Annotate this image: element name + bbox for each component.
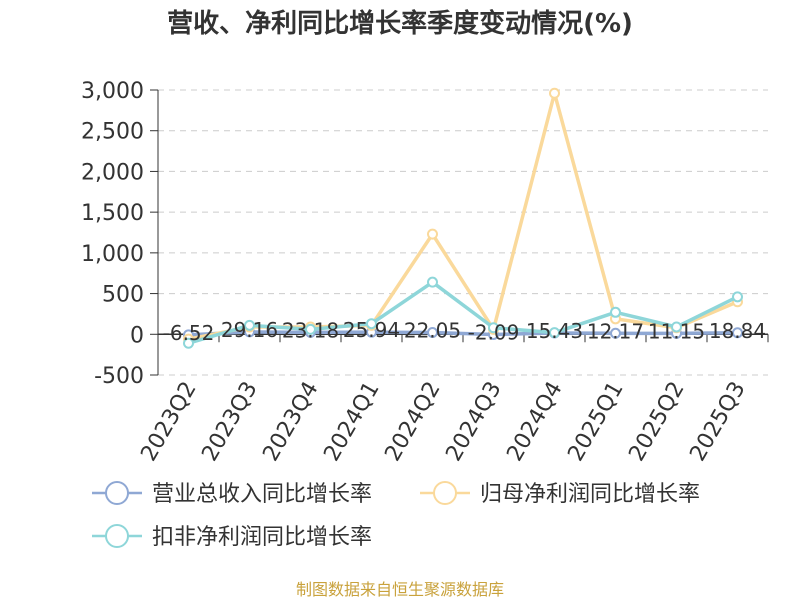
y-tick-label: 500 — [102, 283, 144, 308]
data-point — [427, 228, 438, 240]
data-point — [305, 323, 316, 335]
legend-item[interactable]: 扣非净利润同比增长率 — [92, 524, 372, 550]
x-axis: 2023Q22023Q32023Q42024Q12024Q22024Q32024… — [136, 333, 769, 466]
x-tick-label: 2024Q1 — [319, 378, 384, 466]
y-tick-label: 2,500 — [81, 120, 144, 145]
data-point — [732, 291, 743, 303]
y-tick-label: 1,000 — [81, 242, 144, 267]
data-label: 15.43 — [526, 319, 583, 343]
data-labels: -6.52 29.16 23.18 25.94 22.05 -2.09 15.43 12.17… — [163, 318, 767, 345]
x-tick-label: 2024Q2 — [380, 378, 445, 466]
series-line — [188, 330, 738, 337]
legend-item[interactable]: 归母净利润同比增长率 — [420, 481, 700, 507]
legend-marker — [105, 481, 129, 505]
y-tick-label: 0 — [130, 323, 144, 348]
data-label: 25.94 — [343, 318, 400, 342]
x-tick-label: 2024Q4 — [502, 378, 567, 466]
x-tick-label: 2024Q3 — [441, 378, 506, 466]
data-label: 11.15 — [648, 319, 705, 343]
data-point — [671, 321, 682, 333]
data-label: 22.05 — [404, 318, 461, 342]
y-tick-label: -500 — [94, 364, 144, 389]
data-point — [244, 319, 255, 331]
series-line — [188, 91, 739, 341]
legend-marker — [433, 481, 457, 505]
data-label: 12.17 — [587, 319, 644, 343]
x-tick-label: 2025Q2 — [624, 378, 689, 466]
series-line — [188, 280, 739, 345]
data-label: -2.09 — [468, 320, 520, 344]
source-note: 制图数据来自恒生聚源数据库 — [296, 580, 504, 599]
legend-label: 扣非净利润同比增长率 — [152, 525, 372, 550]
legend-label: 归母净利润同比增长率 — [480, 482, 700, 507]
data-point — [549, 87, 560, 99]
data-point — [366, 318, 377, 330]
data-point — [427, 326, 438, 338]
x-tick-label: 2023Q4 — [258, 378, 323, 466]
x-tick-label: 2023Q2 — [136, 378, 201, 466]
data-label: 18.84 — [709, 319, 766, 343]
data-label: 29.16 — [221, 318, 278, 342]
data-point — [610, 327, 621, 339]
x-tick-label: 2025Q3 — [685, 378, 750, 466]
data-point — [549, 327, 560, 339]
chart-title: 营收、净利同比增长率季度变动情况(%) — [167, 8, 633, 39]
x-tick-label: 2023Q3 — [197, 378, 262, 466]
data-point — [732, 327, 743, 339]
x-tick-label: 2025Q1 — [563, 378, 628, 466]
legend-item[interactable]: 营业总收入同比增长率 — [92, 481, 372, 507]
data-point — [610, 306, 621, 318]
data-point — [488, 322, 499, 334]
legend-label: 营业总收入同比增长率 — [152, 482, 372, 507]
data-point — [427, 276, 438, 288]
data-point — [183, 337, 194, 349]
legend-marker — [105, 524, 129, 548]
y-tick-label: 2,000 — [81, 160, 144, 185]
plot-area — [183, 87, 743, 349]
y-tick-label: 1,500 — [81, 201, 144, 226]
y-tick-label: 3,000 — [81, 79, 144, 104]
grid-lines — [158, 89, 768, 376]
y-axis: -500 0 500 1,000 1,500 2,000 2,500 3,000 — [81, 79, 159, 389]
data-label: -6.52 — [163, 321, 215, 345]
data-label: 23.18 — [282, 318, 339, 342]
